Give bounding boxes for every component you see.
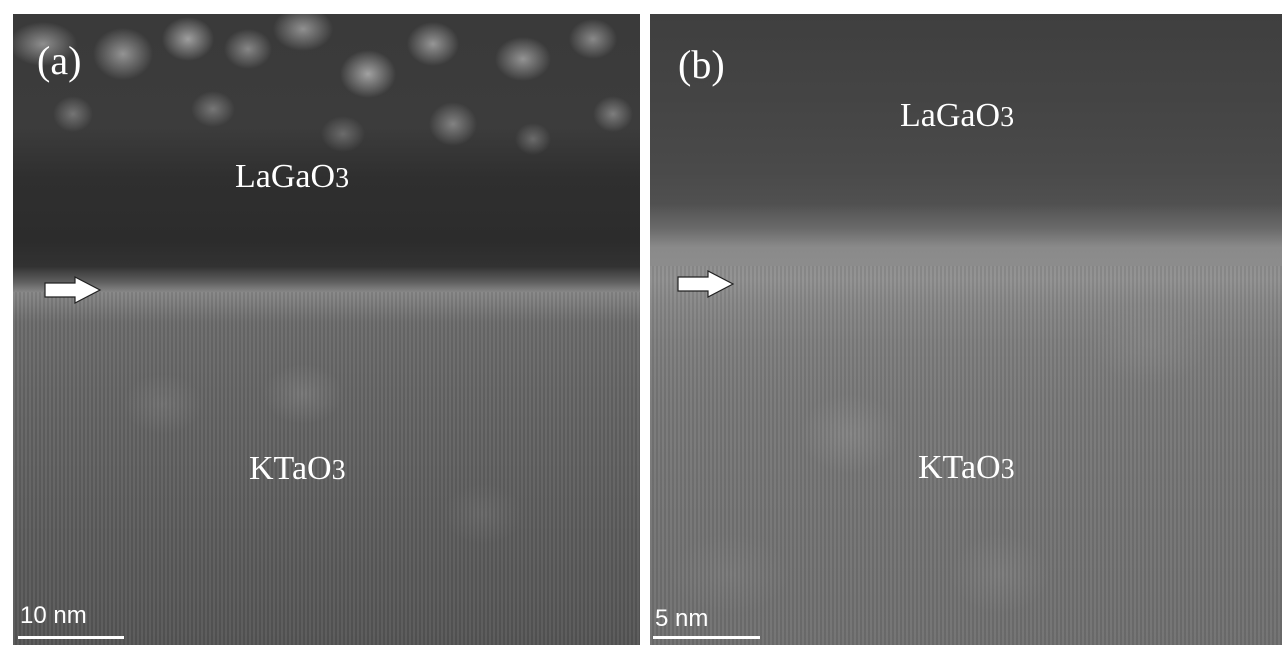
material-label-ktao3-a: KTaO3: [249, 452, 346, 486]
material-label-lagao3-a-base: LaGaO: [235, 158, 336, 195]
micrograph-image-b: [650, 14, 1282, 645]
micrograph-texture-b: [650, 14, 1282, 645]
micrograph-panel-a: (a) LaGaO3 KTaO3 10 nm: [13, 14, 640, 645]
lattice-fringes-a: [13, 291, 640, 645]
panel-label-b: (b): [678, 42, 725, 87]
micrograph-panel-b: (b) LaGaO3 KTaO3 5 nm: [650, 14, 1282, 645]
micrograph-texture-a: [13, 14, 640, 645]
lattice-fringes-b: [650, 266, 1282, 645]
right-arrow-icon: [44, 276, 102, 304]
material-label-lagao3-a-sub: 3: [335, 163, 350, 194]
material-label-ktao3-b-sub: 3: [1000, 454, 1015, 485]
material-label-lagao3-b-base: LaGaO: [900, 97, 1001, 134]
material-label-ktao3-b: KTaO3: [918, 451, 1015, 485]
scale-bar-b: [653, 636, 760, 639]
material-label-lagao3-b: LaGaO3: [900, 99, 1014, 133]
panel-label-a: (a): [37, 38, 82, 83]
scale-bar-label-a: 10 nm: [20, 602, 87, 629]
material-label-ktao3-a-base: KTaO: [249, 450, 332, 487]
scale-bar-a: [18, 636, 124, 639]
material-label-lagao3-a: LaGaO3: [235, 160, 349, 194]
right-arrow-icon: [677, 270, 735, 298]
material-label-ktao3-b-base: KTaO: [918, 449, 1001, 486]
material-label-lagao3-b-sub: 3: [1000, 102, 1015, 133]
scale-bar-label-b: 5 nm: [655, 605, 709, 632]
material-label-ktao3-a-sub: 3: [331, 455, 346, 486]
